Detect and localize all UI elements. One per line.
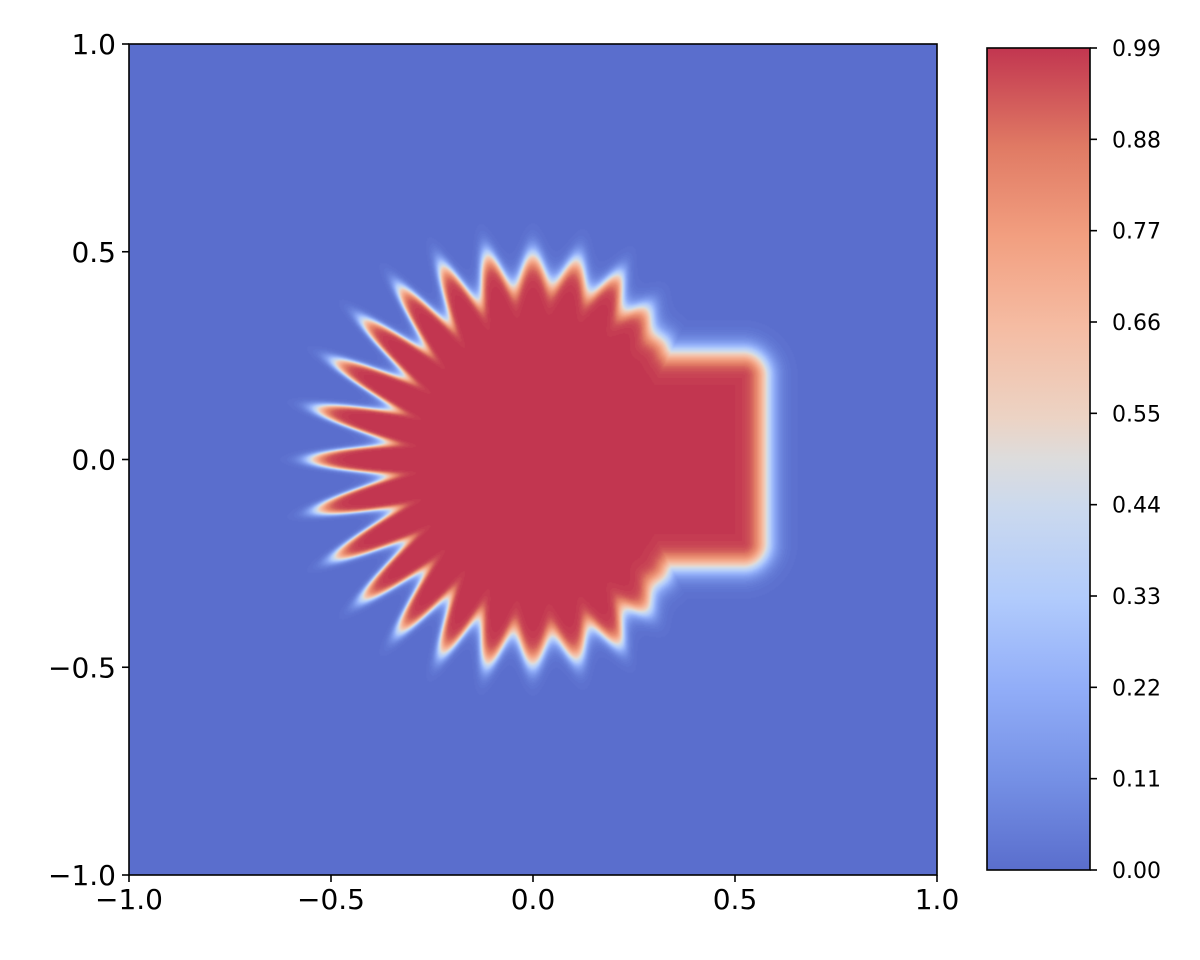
colorbar-tick-label: 0.44: [1112, 494, 1161, 519]
colorbar-tick-label: 0.99: [1112, 37, 1161, 62]
contour-field: [129, 44, 937, 875]
x-tick-label: −0.5: [297, 883, 365, 916]
x-tick-label: 0.0: [511, 883, 556, 916]
y-tick-label: −0.5: [48, 651, 116, 684]
colorbar: 0.00 0.11 0.22 0.33 0.44 0.55 0.66 0.77 0.88 0.99: [986, 37, 1161, 884]
colorbar-tick-label: 0.22: [1112, 676, 1161, 701]
x-tick-label: −1.0: [95, 883, 163, 916]
colorbar-tick-label: 0.88: [1112, 128, 1161, 153]
colorbar-gradient: [987, 48, 1090, 870]
colorbar-tick-label: 0.55: [1112, 402, 1161, 427]
plot-area: [128, 43, 938, 876]
colorbar-tick-label: 0.66: [1112, 311, 1161, 336]
y-tick-label: −1.0: [48, 859, 116, 892]
x-axis: −1.0 −0.5 0.0 0.5 1.0: [95, 875, 959, 916]
y-tick-label: 0.0: [71, 444, 116, 477]
colorbar-tick-label: 0.00: [1112, 859, 1161, 884]
y-axis: −1.0 −0.5 0.0 0.5 1.0: [48, 28, 129, 892]
colorbar-ticks: 0.00 0.11 0.22 0.33 0.44 0.55 0.66 0.77 0.88 0.99: [1090, 37, 1161, 884]
x-tick-label: 1.0: [915, 883, 960, 916]
colorbar-tick-label: 0.33: [1112, 585, 1161, 610]
colorbar-tick-label: 0.77: [1112, 220, 1161, 245]
colorbar-tick-label: 0.11: [1112, 768, 1161, 793]
y-tick-label: 1.0: [71, 28, 116, 61]
colorbar-frame: [986, 47, 1091, 871]
x-tick-label: 0.5: [713, 883, 758, 916]
y-tick-label: 0.5: [71, 236, 116, 269]
